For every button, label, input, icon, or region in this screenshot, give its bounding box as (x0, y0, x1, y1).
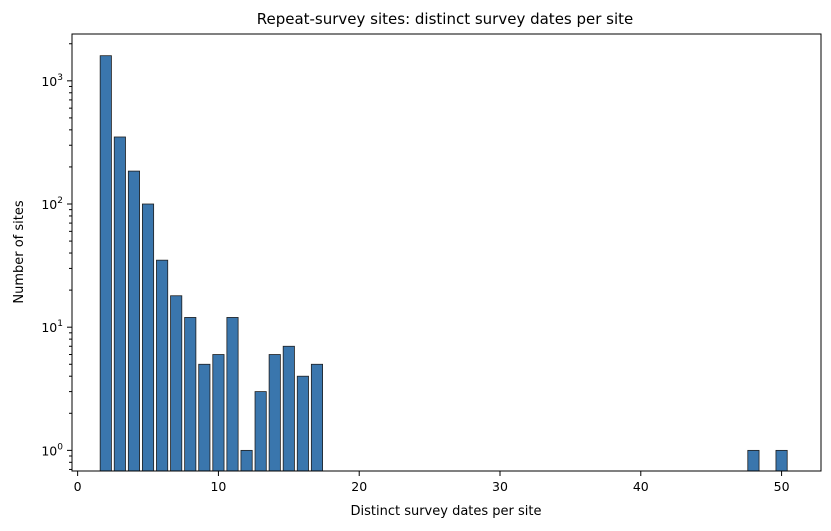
y-tick-label: 101 (41, 319, 63, 335)
bar (747, 449, 760, 472)
bar (310, 363, 323, 472)
x-tick-label: 50 (774, 479, 790, 494)
x-tick-label: 20 (351, 479, 367, 494)
bar (113, 136, 126, 472)
plot-frame (71, 33, 822, 472)
x-axis-label: Distinct survey dates per site (350, 504, 541, 519)
y-axis: 100 101 102 103 (41, 43, 72, 470)
x-tick-label: 30 (492, 479, 508, 494)
x-tick-label: 0 (74, 479, 82, 494)
bar (212, 354, 225, 472)
x-tick-label: 40 (633, 479, 649, 494)
y-tick-label: 103 (41, 73, 63, 89)
x-tick-label: 10 (210, 479, 226, 494)
bar (254, 391, 267, 472)
bar (226, 317, 239, 472)
bar (141, 203, 155, 472)
bar (99, 55, 112, 472)
bar (296, 375, 309, 472)
bar (184, 317, 197, 472)
x-axis: 0 10 20 30 40 50 (74, 471, 790, 494)
bar (198, 363, 211, 472)
bar (240, 449, 253, 472)
y-tick-label: 100 (41, 442, 63, 458)
bar (775, 449, 788, 472)
bar (156, 259, 169, 472)
chart-title: Repeat-survey sites: distinct survey dat… (257, 10, 634, 28)
y-axis-label: Number of sites (12, 200, 27, 303)
bar (127, 170, 140, 472)
bar (170, 295, 183, 472)
bar (268, 354, 281, 472)
bar (282, 345, 295, 472)
bars (99, 55, 788, 472)
y-tick-label: 102 (41, 196, 63, 212)
